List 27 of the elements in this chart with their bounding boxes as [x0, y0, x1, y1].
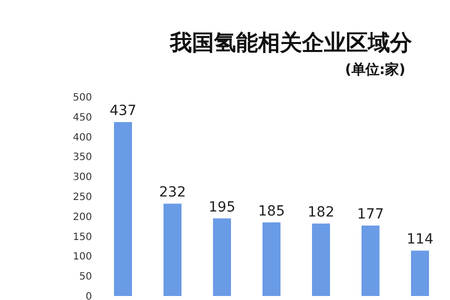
data-label: 182: [308, 204, 334, 221]
y-tick-label: 400: [72, 132, 92, 144]
data-label: 232: [159, 184, 186, 201]
data-label: 114: [406, 232, 434, 248]
chart-subtitle: (单位:家): [345, 61, 406, 78]
chart-title: 我国氢能相关企业区域分: [169, 31, 413, 56]
bar: [262, 222, 280, 296]
y-tick-label: 450: [72, 112, 92, 124]
y-tick-label: 50: [79, 272, 92, 283]
y-tick-label: 0: [86, 292, 92, 300]
bar: [213, 218, 231, 296]
bar: [362, 226, 380, 296]
y-tick-label: 500: [72, 92, 92, 104]
bar: [114, 122, 132, 296]
y-tick-label: 300: [72, 172, 92, 184]
data-label: 195: [208, 199, 236, 216]
bar: [411, 250, 429, 296]
bar: [164, 204, 182, 296]
data-label: 185: [258, 203, 285, 220]
y-tick-label: 150: [72, 232, 92, 243]
data-label: 177: [357, 206, 384, 223]
y-tick-label: 200: [72, 212, 92, 223]
data-label: 437: [110, 103, 136, 120]
y-tick-label: 250: [72, 192, 92, 203]
y-tick-label: 100: [72, 252, 92, 263]
y-tick-label: 350: [72, 152, 92, 164]
bar: [312, 224, 330, 296]
